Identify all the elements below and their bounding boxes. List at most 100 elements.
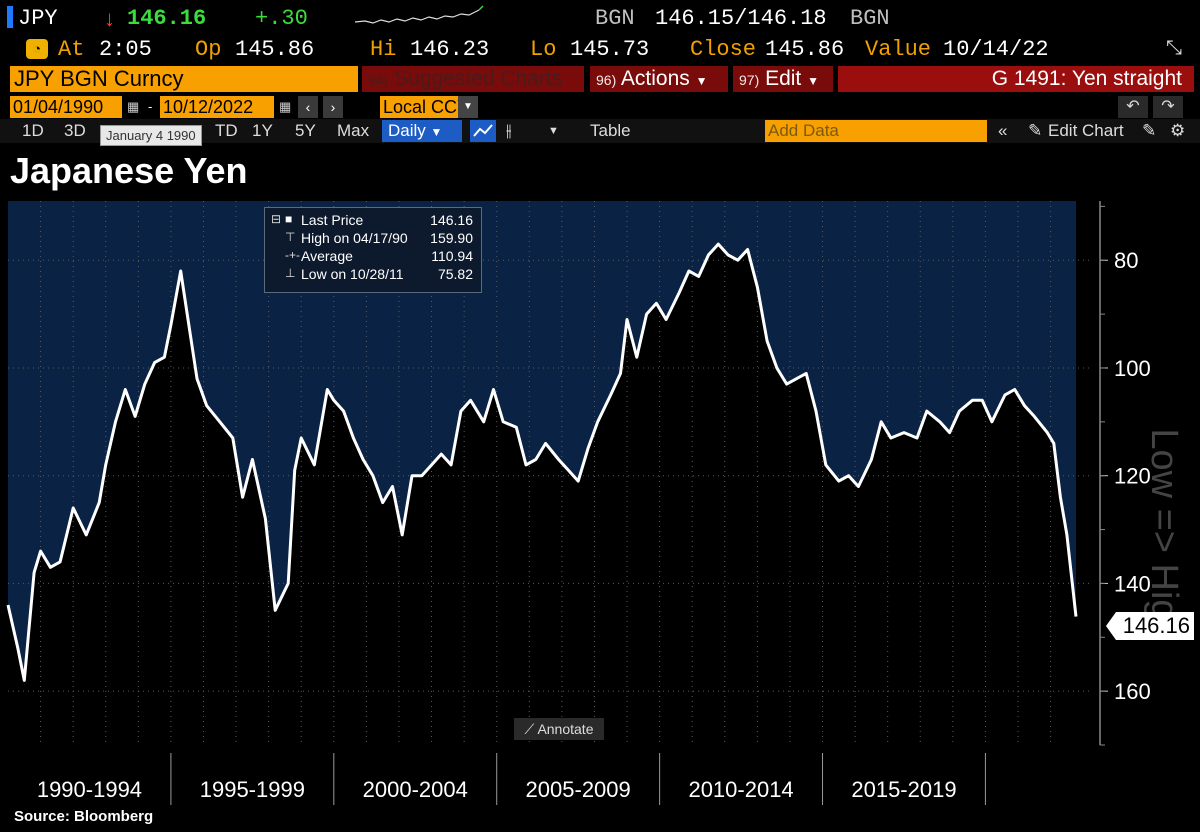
undo-icon[interactable]: ↶ xyxy=(1118,96,1148,118)
x-group-label: 2015-2019 xyxy=(851,777,956,802)
range-ytd[interactable]: TD xyxy=(215,121,238,140)
chart-title: Japanese Yen xyxy=(10,150,248,191)
ticker-row: JPY ↓ 146.16 +.30 BGN 146.15/146.18 BGN xyxy=(0,0,1200,34)
legend-last-name: Last Price xyxy=(301,212,364,228)
range-3d[interactable]: 3D xyxy=(64,121,86,140)
edit-box-icon[interactable]: ✎ xyxy=(1142,121,1157,140)
legend-high-value: 159.90 xyxy=(430,230,473,246)
white-square-icon: ■ xyxy=(285,212,293,226)
sparkline xyxy=(355,5,484,24)
legend-last-value: 146.16 xyxy=(430,212,473,228)
price-line xyxy=(6,242,1078,682)
edit-menu-button[interactable]: 97) Edit ▼ xyxy=(733,66,833,92)
open-value: 145.86 xyxy=(235,37,315,62)
function-toolbar: JPY BGN Curncy 94) Suggested Charts 96) … xyxy=(0,64,1200,94)
calendar-icon[interactable]: ▦ xyxy=(279,99,292,114)
edit-label: Edit xyxy=(765,67,802,90)
line-chart-icon[interactable] xyxy=(470,120,496,142)
legend-average-value: 110.94 xyxy=(431,248,473,264)
chevron-down-icon: ▼ xyxy=(807,74,819,88)
ask-source: BGN xyxy=(850,6,890,31)
average-line-icon: -+- xyxy=(285,248,300,262)
end-date-field[interactable]: 10/12/2022 xyxy=(160,96,274,118)
net-change: +.30 xyxy=(255,6,308,31)
pencil-icon[interactable]: ✎ xyxy=(1028,121,1043,140)
high-label: Hi xyxy=(370,37,397,62)
table-button[interactable]: Table xyxy=(590,121,631,140)
bar-chart-icon[interactable]: ⫲ xyxy=(506,121,512,140)
area-fill xyxy=(8,244,1076,745)
chevron-down-icon: ▼ xyxy=(430,125,443,139)
last-price: 146.16 xyxy=(127,6,207,31)
pen-icon: ⟋ xyxy=(524,721,535,737)
bid-source: BGN xyxy=(595,6,635,31)
redo-icon[interactable]: ↷ xyxy=(1153,96,1183,118)
calendar-icon[interactable]: ▦ xyxy=(127,99,140,114)
low-label: Lo xyxy=(530,37,557,62)
date-row: 01/04/1990 ▦ - 10/12/2022 ▦ ‹ › Local CC… xyxy=(0,95,1200,119)
high-value: 146.23 xyxy=(410,37,490,62)
next-icon[interactable]: › xyxy=(323,96,343,118)
expand-icon[interactable]: ⤡ xyxy=(1166,37,1182,59)
frequency-label: Daily xyxy=(388,121,426,140)
legend-high-name: High on 04/17/90 xyxy=(301,230,408,246)
y-axis-label: Low => High xyxy=(1143,428,1185,641)
collapse-icon[interactable]: « xyxy=(998,121,1008,140)
annotate-label: Annotate xyxy=(537,721,594,737)
previous-icon[interactable]: ‹ xyxy=(298,96,318,118)
date-tooltip: January 4 1990 xyxy=(100,125,202,146)
open-label: Op xyxy=(195,37,222,62)
frequency-select[interactable]: Daily ▼ xyxy=(382,120,462,142)
range-5y[interactable]: 5Y xyxy=(295,121,316,140)
range-1y[interactable]: 1Y xyxy=(252,121,273,140)
edit-chart-button[interactable]: Edit Chart xyxy=(1048,121,1124,140)
x-group-label: 1990-1994 xyxy=(37,777,142,802)
suggested-charts-button[interactable]: 94) Suggested Charts xyxy=(362,66,584,92)
chart-legend: ⊟ ■ Last Price 146.16 ⊤ High on 04/17/90… xyxy=(264,207,482,293)
security-field[interactable]: JPY BGN Curncy xyxy=(10,66,358,92)
suggested-label: Suggested Charts xyxy=(394,67,563,90)
security-marker xyxy=(7,6,13,28)
value-date: 10/14/22 xyxy=(943,37,1049,62)
last-price-tag: 146.16 xyxy=(1106,612,1194,640)
x-group-label: 2000-2004 xyxy=(363,777,468,802)
edit-number: 97) xyxy=(739,72,760,88)
y-tick-label: 100 xyxy=(1114,356,1151,381)
x-group-label: 2005-2009 xyxy=(526,777,631,802)
y-tick-label: 120 xyxy=(1114,464,1151,489)
actions-label: Actions xyxy=(620,67,690,90)
value-label: Value xyxy=(865,37,932,62)
range-1d[interactable]: 1D xyxy=(22,121,44,140)
close-value: 145.86 xyxy=(765,37,845,62)
legend-low-value: 75.82 xyxy=(437,266,473,282)
high-marker-icon: ⊤ xyxy=(285,230,296,244)
price-chart: 80 100 120 140 160 Low => High 1990-1994 1995-1… xyxy=(6,201,1185,805)
currency-select[interactable]: Local CCY xyxy=(380,96,476,118)
actions-number: 96) xyxy=(596,72,617,88)
date-separator: - xyxy=(148,99,153,114)
at-value: 2:05 xyxy=(99,37,152,62)
chart-name[interactable]: G 1491: Yen straight xyxy=(838,66,1194,92)
y-tick-label: 140 xyxy=(1114,571,1151,596)
actions-menu-button[interactable]: 96) Actions ▼ xyxy=(590,66,728,92)
collapse-icon[interactable]: ⊟ xyxy=(271,212,282,226)
clock-icon[interactable]: ◔ xyxy=(26,39,48,59)
legend-low-name: Low on 10/28/11 xyxy=(301,266,404,282)
annotate-button[interactable]: ⟋ Annotate xyxy=(514,718,604,740)
chevron-down-icon[interactable]: ▼ xyxy=(548,125,559,137)
low-marker-icon: ⊥ xyxy=(285,266,296,280)
x-group-label: 1995-1999 xyxy=(200,777,305,802)
y-tick-label: 160 xyxy=(1114,679,1151,704)
x-group-label: 2010-2014 xyxy=(688,777,793,802)
source-note: Source: Bloomberg xyxy=(14,808,154,825)
gear-icon[interactable]: ⚙ xyxy=(1170,121,1186,140)
close-label: Close xyxy=(690,37,757,62)
quote-row: ◔ At 2:05 Op 145.86 Hi 146.23 Lo 145.73 … xyxy=(0,34,1200,64)
range-max[interactable]: Max xyxy=(337,121,370,140)
start-date-field[interactable]: 01/04/1990 xyxy=(10,96,122,118)
down-arrow-icon: ↓ xyxy=(104,6,115,31)
ticker-symbol[interactable]: JPY xyxy=(18,6,58,31)
add-data-field[interactable]: Add Data xyxy=(765,120,987,142)
chevron-down-icon: ▼ xyxy=(695,74,708,88)
chevron-down-icon[interactable]: ▼ xyxy=(458,96,478,118)
